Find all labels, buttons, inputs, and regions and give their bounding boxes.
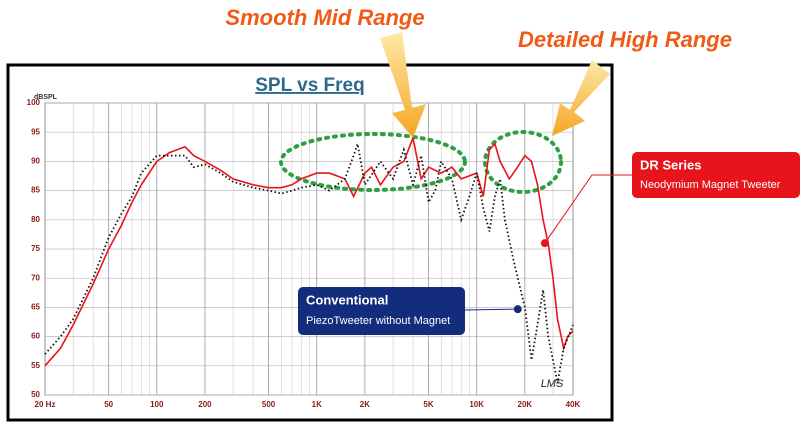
logo: LMS bbox=[541, 378, 564, 390]
series-line bbox=[44, 135, 574, 367]
callout-text: Neodymium Magnet Tweeter bbox=[640, 179, 781, 191]
y-tick-label: 85 bbox=[31, 186, 40, 195]
callout-text: PiezoTweeter without Magnet bbox=[306, 315, 450, 327]
x-tick-label: 20K bbox=[518, 400, 533, 409]
arrow-high bbox=[552, 60, 610, 136]
x-tick-label: 50 bbox=[104, 400, 113, 409]
marker bbox=[540, 239, 549, 248]
callout-title: Conventional bbox=[306, 292, 388, 307]
chart-title: SPL vs Freq bbox=[255, 75, 364, 96]
y-tick-label: 100 bbox=[27, 98, 41, 107]
callout-box bbox=[298, 287, 465, 335]
y-tick-label: 50 bbox=[31, 390, 40, 399]
x-tick-label: 100 bbox=[150, 400, 164, 409]
y-tick-label: 60 bbox=[31, 332, 40, 341]
callout-line bbox=[464, 308, 518, 311]
x-tick-label: 1K bbox=[312, 400, 322, 409]
y-tick-label: 90 bbox=[31, 157, 40, 166]
callout-line bbox=[544, 174, 632, 244]
y-axis-label: dBSPL bbox=[34, 94, 58, 101]
x-tick-label: 10K bbox=[469, 400, 484, 409]
mid-range-ellipse bbox=[279, 132, 467, 192]
x-tick-label: 2K bbox=[360, 400, 370, 409]
arrow-mid bbox=[380, 32, 426, 138]
y-tick-label: 80 bbox=[31, 215, 40, 224]
x-tick-label: 200 bbox=[198, 400, 212, 409]
y-tick-label: 55 bbox=[31, 361, 40, 370]
callout-title: DR Series bbox=[640, 157, 701, 172]
callout-box bbox=[632, 152, 800, 198]
x-tick-label: 40K bbox=[566, 400, 581, 409]
y-tick-label: 95 bbox=[31, 127, 40, 136]
y-tick-label: 75 bbox=[31, 244, 40, 253]
annotation: Detailed High Range bbox=[518, 27, 732, 52]
marker bbox=[513, 305, 522, 314]
high-range-ellipse bbox=[483, 130, 563, 194]
x-tick-label: 500 bbox=[262, 400, 276, 409]
y-tick-label: 70 bbox=[31, 273, 40, 282]
x-tick-label: 5K bbox=[423, 400, 433, 409]
x-tick-label: 20 Hz bbox=[35, 400, 56, 409]
y-tick-label: 65 bbox=[31, 303, 40, 312]
annotation: Smooth Mid Range bbox=[225, 5, 424, 30]
